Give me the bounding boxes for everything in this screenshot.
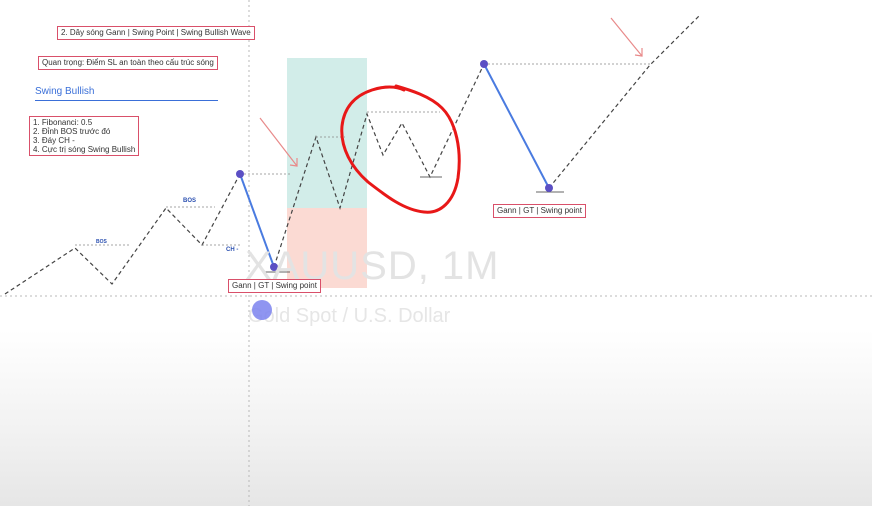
bos-label: BOS	[183, 198, 197, 204]
swing-point-low-left[interactable]	[270, 263, 278, 271]
important-note-box[interactable]: Quan trọng: Điểm SL an toàn theo cấu trú…	[38, 56, 218, 70]
arrow-annotation-right[interactable]	[610, 17, 643, 57]
gann-label-left[interactable]: Gann | GT | Swing point	[228, 279, 321, 293]
checklist-item: 2. Đỉnh BOS trước đó	[33, 127, 111, 136]
swing-point-low-right[interactable]	[545, 184, 553, 192]
swing-line-right[interactable]	[483, 63, 550, 189]
hand-drawn-circle[interactable]	[340, 84, 461, 214]
arrow-annotation-left[interactable]	[259, 117, 298, 167]
gann-label-right[interactable]: Gann | GT | Swing point	[493, 204, 586, 218]
swing-point-high-right[interactable]	[480, 60, 488, 68]
swing-point-high-left[interactable]	[236, 170, 244, 178]
bos-label-small: BOS	[96, 239, 107, 245]
price-path-right	[548, 14, 701, 189]
checklist-item: 3. Đáy CH -	[33, 136, 75, 145]
price-path-middle	[273, 63, 485, 268]
stop-zone[interactable]	[287, 208, 367, 288]
checklist-note-box[interactable]: 1. Fibonanci: 0.5 2. Đỉnh BOS trước đó 3…	[29, 116, 140, 156]
checklist-item: 1. Fibonanci: 0.5	[33, 118, 93, 127]
symbol-description-watermark: Gold Spot / U.S. Dollar	[248, 305, 451, 327]
swing-bullish-heading[interactable]: Swing Bullish	[35, 86, 218, 101]
swing-line-left[interactable]	[239, 173, 275, 268]
ch-label: CH -	[226, 247, 239, 253]
cursor-highlight	[252, 300, 272, 320]
target-zone[interactable]	[287, 58, 367, 208]
price-path-left	[4, 173, 241, 295]
title-note-box[interactable]: 2. Dây sóng Gann | Swing Point | Swing B…	[57, 26, 255, 40]
checklist-item: 4. Cực trị sóng Swing Bullish	[33, 145, 136, 154]
